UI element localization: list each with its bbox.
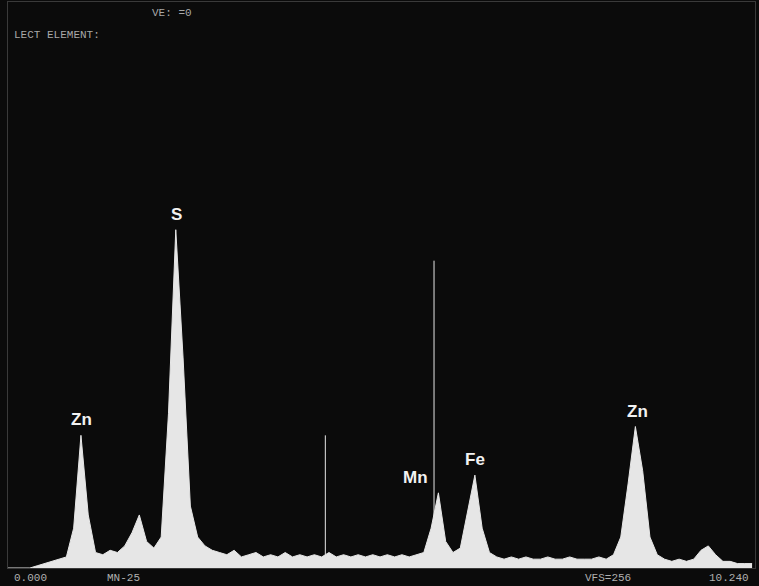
svg-text:10.240: 10.240: [709, 572, 749, 584]
svg-text:VFS=256: VFS=256: [585, 572, 631, 584]
svg-text:Fe: Fe: [465, 450, 485, 469]
svg-text:LECT ELEMENT:: LECT ELEMENT:: [14, 29, 100, 41]
svg-text:Zn: Zn: [627, 402, 648, 421]
svg-text:Zn: Zn: [71, 410, 92, 429]
svg-text:VE: =0: VE: =0: [152, 7, 192, 19]
svg-text:Mn: Mn: [403, 468, 428, 487]
svg-text:MN-25: MN-25: [107, 572, 140, 584]
svg-text:S: S: [171, 205, 182, 224]
svg-text:0.000: 0.000: [14, 572, 47, 584]
